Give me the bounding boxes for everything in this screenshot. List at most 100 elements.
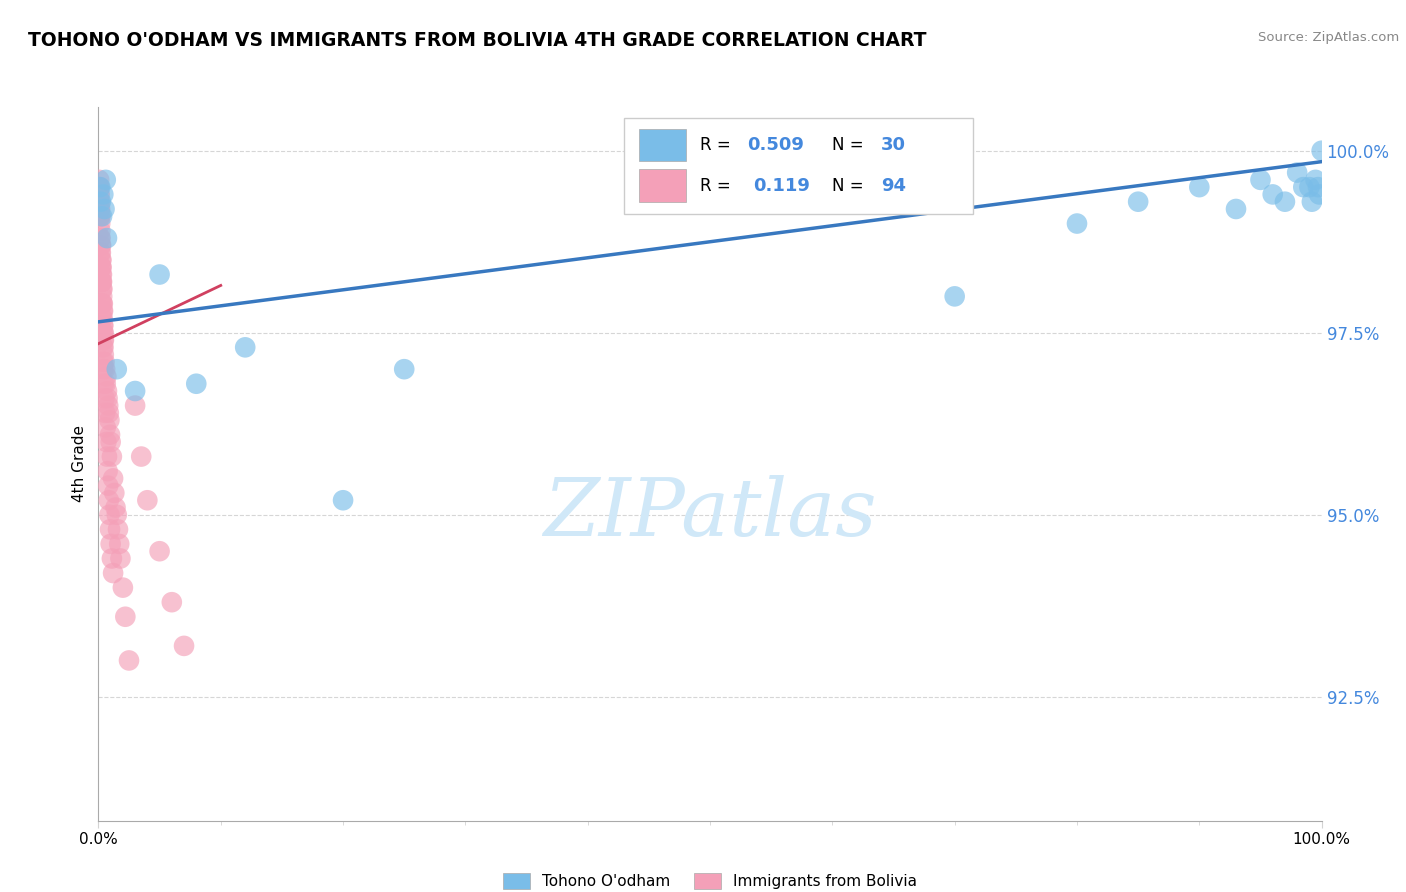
Point xyxy=(107,522,129,536)
Text: 30: 30 xyxy=(882,136,907,153)
Point xyxy=(943,289,966,303)
Point xyxy=(89,194,111,209)
Point xyxy=(90,238,112,252)
Point xyxy=(96,384,118,398)
Point xyxy=(91,304,114,318)
Point xyxy=(91,296,114,310)
Point xyxy=(90,268,112,282)
Point xyxy=(91,326,114,340)
Point xyxy=(96,231,118,245)
Point xyxy=(97,464,120,478)
Point xyxy=(100,537,122,551)
Text: ZIPatlas: ZIPatlas xyxy=(543,475,877,552)
Point xyxy=(1301,194,1323,209)
Point xyxy=(91,355,114,369)
Point xyxy=(94,406,117,420)
Point xyxy=(186,376,208,391)
Point xyxy=(91,304,114,318)
Text: 94: 94 xyxy=(882,177,907,194)
Point xyxy=(98,508,121,522)
Point xyxy=(101,566,124,580)
Point xyxy=(90,252,112,267)
Point xyxy=(97,406,120,420)
Point xyxy=(93,340,115,354)
Point xyxy=(93,326,115,340)
Bar xyxy=(640,169,686,202)
Text: N =: N = xyxy=(832,177,869,194)
Point xyxy=(97,392,120,406)
Point xyxy=(1188,180,1211,194)
Point xyxy=(93,376,115,391)
Point xyxy=(94,362,117,376)
Point xyxy=(89,224,111,238)
Point xyxy=(98,427,121,442)
Point xyxy=(90,260,112,275)
Point xyxy=(93,333,115,347)
Point xyxy=(89,187,111,202)
Point xyxy=(105,508,128,522)
Point xyxy=(90,260,112,275)
Point xyxy=(1274,194,1296,209)
Point xyxy=(93,348,115,362)
Point xyxy=(1066,217,1088,231)
Point xyxy=(91,311,114,326)
Point xyxy=(94,173,117,187)
Point xyxy=(96,450,118,464)
Point xyxy=(91,275,114,289)
Point xyxy=(91,326,114,340)
Text: Source: ZipAtlas.com: Source: ZipAtlas.com xyxy=(1258,31,1399,45)
Point xyxy=(89,194,111,209)
Point xyxy=(97,478,120,492)
Text: N =: N = xyxy=(832,136,869,153)
Point xyxy=(94,420,117,434)
Point xyxy=(89,173,111,187)
Y-axis label: 4th Grade: 4th Grade xyxy=(72,425,87,502)
Point xyxy=(89,245,111,260)
Point xyxy=(91,268,114,282)
Point xyxy=(89,202,111,216)
Point xyxy=(149,268,172,282)
Point xyxy=(332,493,354,508)
Point xyxy=(98,413,121,427)
Point xyxy=(101,450,124,464)
Point xyxy=(124,384,146,398)
Point xyxy=(1128,194,1150,209)
Point xyxy=(91,209,114,223)
Point xyxy=(89,209,111,223)
Point xyxy=(1225,202,1247,216)
Point xyxy=(1308,187,1330,202)
Point xyxy=(105,362,128,376)
Point xyxy=(90,245,112,260)
Point xyxy=(114,609,136,624)
Text: TOHONO O'ODHAM VS IMMIGRANTS FROM BOLIVIA 4TH GRADE CORRELATION CHART: TOHONO O'ODHAM VS IMMIGRANTS FROM BOLIVI… xyxy=(28,31,927,50)
Text: 0.509: 0.509 xyxy=(747,136,804,153)
Point xyxy=(1261,187,1284,202)
Point xyxy=(1310,144,1333,158)
Point xyxy=(1292,180,1315,194)
Point xyxy=(100,435,122,450)
Bar xyxy=(640,128,686,161)
Point xyxy=(129,450,152,464)
Point xyxy=(90,238,112,252)
Text: 0.119: 0.119 xyxy=(752,177,810,194)
Point xyxy=(90,311,112,326)
Point xyxy=(89,180,111,194)
Point xyxy=(101,471,124,485)
Legend: Tohono O'odham, Immigrants from Bolivia: Tohono O'odham, Immigrants from Bolivia xyxy=(496,867,924,892)
Point xyxy=(1305,173,1327,187)
Point xyxy=(90,231,112,245)
Point xyxy=(93,355,115,369)
Point xyxy=(96,369,118,384)
Point xyxy=(93,333,115,347)
Point xyxy=(91,318,114,333)
Point xyxy=(1286,165,1309,179)
Point xyxy=(89,202,111,216)
Point xyxy=(89,187,111,202)
Point xyxy=(87,180,110,194)
Point xyxy=(90,194,112,209)
Point xyxy=(90,252,112,267)
Point xyxy=(160,595,183,609)
Point xyxy=(89,217,111,231)
Point xyxy=(111,581,134,595)
Point xyxy=(104,500,127,515)
